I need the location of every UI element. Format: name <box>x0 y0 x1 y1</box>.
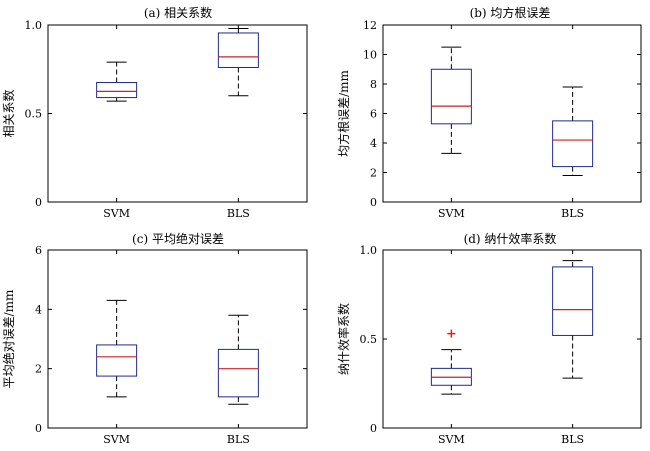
panel-title: (b) 均方根误差 <box>470 5 551 20</box>
x-category-label: BLS <box>561 207 584 220</box>
box-svm: SVM <box>430 25 472 220</box>
box-svm: SVM <box>96 25 138 220</box>
x-category-label: SVM <box>103 433 130 446</box>
panel-title: (d) 纳什效率系数 <box>464 231 557 246</box>
y-tick-label: 8 <box>370 78 377 91</box>
plot-frame <box>382 249 642 429</box>
iqr-box <box>96 82 138 99</box>
y-axis-label: 相关系数 <box>1 89 16 137</box>
y-tick-label: 0 <box>370 196 377 209</box>
box-svm: SVM <box>430 250 472 446</box>
x-category-label: SVM <box>103 207 130 220</box>
y-axis-label: 纳什效率系数 <box>336 303 351 375</box>
y-tick-label: 0 <box>35 422 42 435</box>
iqr-box <box>217 32 259 68</box>
plot-frame <box>382 24 642 203</box>
iqr-box <box>552 120 594 168</box>
y-tick-label: 0 <box>35 196 42 209</box>
y-tick-label: 1.0 <box>25 19 43 32</box>
y-tick-label: 0.5 <box>360 333 378 346</box>
box-bls: BLS <box>552 25 594 220</box>
y-tick-label: 2 <box>35 363 42 376</box>
x-category-label: BLS <box>227 207 250 220</box>
box-bls: BLS <box>552 250 594 446</box>
y-tick-label: 2 <box>370 167 377 180</box>
y-axis-label: 平均绝对误差/mm <box>1 289 16 388</box>
y-axis-label: 均方根误差/mm <box>336 69 351 156</box>
plot-frame <box>47 24 308 203</box>
y-tick-label: 0 <box>370 422 377 435</box>
y-tick-label: 12 <box>363 19 377 32</box>
x-category-label: BLS <box>561 433 584 446</box>
y-tick-label: 0.5 <box>25 108 43 121</box>
panel-title: (a) 相关系数 <box>144 5 212 20</box>
iqr-box <box>552 266 594 336</box>
y-tick-label: 10 <box>363 49 377 62</box>
box-bls: BLS <box>217 25 259 220</box>
x-category-label: BLS <box>227 433 250 446</box>
outlier-marker <box>447 329 456 338</box>
y-tick-label: 6 <box>370 108 377 121</box>
x-category-label: SVM <box>438 433 465 446</box>
panel-title: (c) 平均绝对误差 <box>132 231 224 246</box>
y-tick-label: 6 <box>35 244 42 257</box>
iqr-box <box>217 348 259 398</box>
y-tick-label: 4 <box>370 137 377 150</box>
box-svm: SVM <box>96 250 138 446</box>
y-tick-label: 4 <box>35 303 42 316</box>
box-bls: BLS <box>217 250 259 446</box>
plot-frame <box>47 249 308 429</box>
iqr-box <box>430 68 472 125</box>
x-category-label: SVM <box>438 207 465 220</box>
iqr-box <box>96 344 138 377</box>
y-tick-label: 1.0 <box>360 244 378 257</box>
